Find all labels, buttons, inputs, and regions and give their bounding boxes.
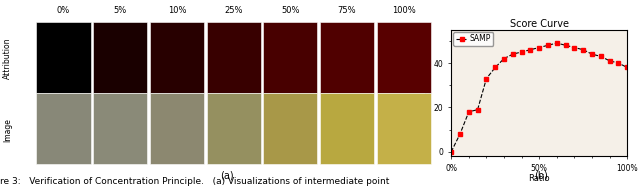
- SAMP: [571, 46, 579, 49]
- Title: Score Curve: Score Curve: [509, 19, 569, 29]
- SAMP: [492, 66, 499, 69]
- Text: 25%: 25%: [225, 6, 243, 15]
- SAMP: [509, 53, 516, 55]
- Text: Attribution: Attribution: [3, 38, 12, 79]
- SAMP: [553, 42, 561, 44]
- Legend: SAMP: SAMP: [454, 32, 493, 46]
- Text: (a): (a): [220, 170, 234, 180]
- Text: 5%: 5%: [114, 6, 127, 15]
- Text: 0%: 0%: [57, 6, 70, 15]
- SAMP: [447, 151, 455, 153]
- Text: (b): (b): [534, 170, 548, 180]
- SAMP: [544, 44, 552, 46]
- SAMP: [456, 133, 464, 135]
- Text: 75%: 75%: [338, 6, 356, 15]
- SAMP: [474, 108, 481, 111]
- Text: Image: Image: [3, 118, 12, 142]
- Text: 50%: 50%: [281, 6, 300, 15]
- SAMP: [579, 49, 587, 51]
- SAMP: [483, 77, 490, 80]
- SAMP: [606, 60, 614, 62]
- Text: re 3:   Verification of Concentration Principle.   (a) Visualizations of interme: re 3: Verification of Concentration Prin…: [0, 177, 389, 186]
- SAMP: [465, 111, 472, 113]
- SAMP: [518, 51, 525, 53]
- SAMP: [500, 57, 508, 60]
- SAMP: [536, 46, 543, 49]
- SAMP: [623, 66, 631, 69]
- Text: 100%: 100%: [392, 6, 415, 15]
- SAMP: [562, 44, 570, 46]
- SAMP: [588, 53, 596, 55]
- Y-axis label: Score: Score: [424, 81, 433, 105]
- Text: 10%: 10%: [168, 6, 186, 15]
- X-axis label: Ratio: Ratio: [529, 174, 550, 183]
- Line: SAMP: SAMP: [449, 41, 629, 154]
- SAMP: [614, 62, 622, 64]
- SAMP: [527, 49, 534, 51]
- SAMP: [597, 55, 605, 57]
